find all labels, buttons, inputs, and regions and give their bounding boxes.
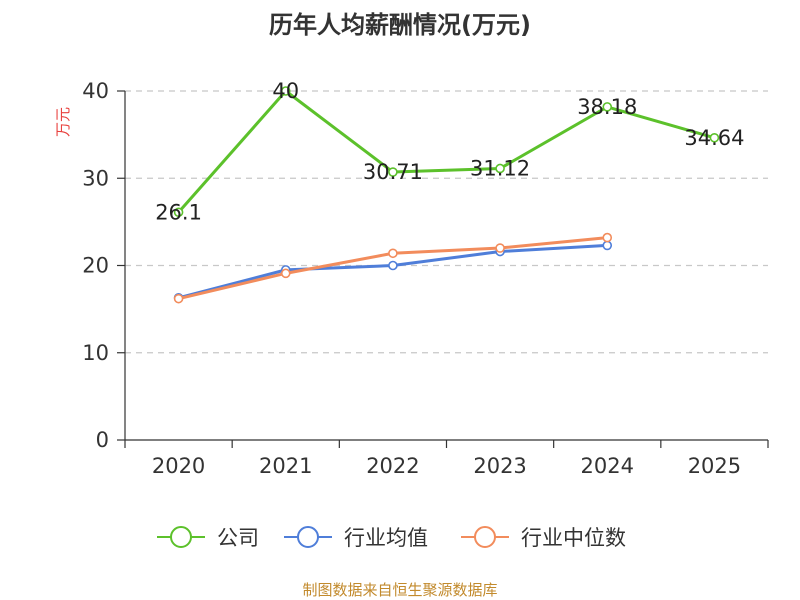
data-label: 26.1 — [155, 200, 202, 224]
y-tick-label: 20 — [82, 254, 109, 278]
gridlines — [125, 90, 768, 354]
data-label: 40 — [272, 79, 299, 103]
data-point[interactable] — [495, 243, 505, 253]
data-point[interactable] — [388, 167, 398, 177]
x-tick-label: 2022 — [366, 454, 419, 478]
x-tick-label: 2023 — [473, 454, 526, 478]
data-point[interactable] — [602, 232, 613, 243]
data-label: 30.71 — [363, 160, 423, 184]
x-tick-label: 2020 — [152, 454, 205, 478]
source-note: 制图数据来自恒生聚源数据库 — [302, 581, 497, 599]
legend-label: 公司 — [217, 526, 259, 550]
y-axis-label: 万元 — [54, 107, 72, 137]
data-label: 31.12 — [470, 156, 530, 180]
legend-marker — [474, 526, 496, 548]
data-label: 38.18 — [577, 95, 637, 119]
legend-label: 行业中位数 — [521, 526, 626, 550]
series-line-0[interactable] — [177, 89, 715, 214]
data-point[interactable] — [602, 102, 613, 112]
axes: 0 10 20 30 40 2020 2021 2022 2023 2024 2025 — [82, 79, 769, 478]
x-tick-label: 2024 — [581, 454, 634, 478]
data-point[interactable] — [173, 207, 184, 218]
data-point[interactable] — [709, 132, 720, 143]
data-point[interactable] — [388, 248, 398, 259]
y-tick-label: 0 — [96, 428, 109, 452]
chart-title: 历年人均薪酬情况(万元) — [269, 11, 531, 39]
data-labels: 26.1 40 30.71 31.12 38.18 34.64 — [155, 79, 744, 224]
data-point[interactable] — [280, 86, 291, 96]
y-tick-label: 30 — [82, 166, 109, 190]
legend-item-1[interactable]: 行业均值 — [284, 526, 428, 550]
data-point[interactable] — [388, 260, 398, 271]
data-label: 34.64 — [684, 126, 744, 150]
legend-label: 行业均值 — [344, 526, 428, 550]
data-point[interactable] — [280, 268, 291, 279]
x-tick-label: 2021 — [259, 454, 312, 478]
data-point[interactable] — [602, 240, 613, 251]
legend-marker — [297, 526, 319, 548]
legend-marker — [170, 526, 192, 548]
data-point[interactable] — [173, 293, 184, 304]
data-point[interactable] — [495, 163, 505, 174]
x-tick-label: 2025 — [688, 454, 741, 478]
y-tick-label: 10 — [82, 341, 109, 365]
legend-item-2[interactable]: 行业中位数 — [461, 526, 626, 550]
legend-item-0[interactable]: 公司 — [157, 526, 259, 550]
series-group — [173, 86, 720, 304]
y-tick-label: 40 — [82, 79, 109, 103]
legend[interactable]: 公司 行业均值 行业中位数 — [157, 526, 626, 550]
